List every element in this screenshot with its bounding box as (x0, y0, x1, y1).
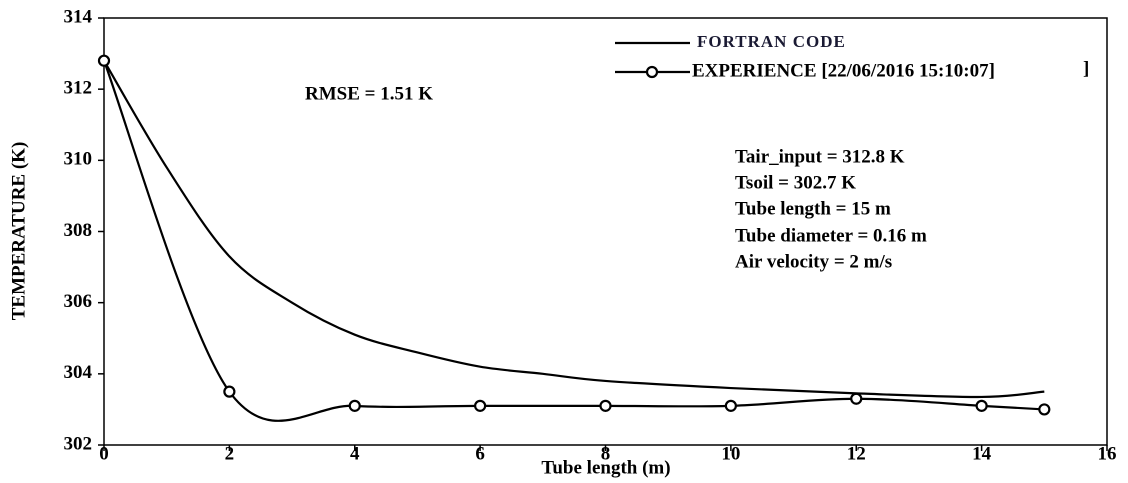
series-line (102, 60, 1045, 422)
y-tick-label: 314 (64, 6, 93, 27)
annotation: ] (1083, 58, 1089, 79)
data-point (975, 399, 988, 412)
y-tick-label: 302 (64, 433, 93, 454)
legend-label: EXPERIENCE [22/06/2016 15:10:07] (692, 60, 995, 81)
y-tick-label: 306 (64, 291, 93, 312)
annotation: Tube diameter = 0.16 m (735, 225, 927, 246)
x-tick-label: 10 (721, 443, 740, 464)
x-tick-label: 16 (1098, 443, 1117, 464)
data-point (1038, 403, 1051, 416)
x-tick-label: 14 (972, 443, 992, 464)
data-point (599, 399, 612, 412)
x-axis-label: Tube length (m) (541, 457, 670, 478)
legend-label: FORTRAN CODE (697, 32, 846, 51)
annotation: Tube length = 15 m (735, 198, 891, 219)
y-tick-label: 312 (64, 78, 93, 99)
x-tick-label: 2 (225, 443, 235, 464)
x-tick-label: 0 (99, 443, 109, 464)
legend-marker (645, 65, 659, 79)
x-tick-label: 8 (601, 443, 611, 464)
x-tick-label: 6 (475, 443, 485, 464)
x-tick-label: 4 (350, 443, 360, 464)
y-tick-label: 308 (64, 220, 93, 241)
data-point (223, 385, 236, 398)
annotation: Tair_input = 312.8 K (735, 146, 905, 167)
annotation: Tsoil = 302.7 K (735, 172, 856, 193)
annotation: Air velocity = 2 m/s (735, 251, 892, 272)
data-point (348, 399, 361, 412)
annotation: RMSE = 1.51 K (305, 83, 433, 104)
y-axis-label: TEMPERATURE (K) (8, 142, 29, 321)
data-point (97, 54, 111, 67)
data-point (850, 392, 863, 405)
y-tick-label: 310 (64, 149, 93, 170)
data-point (724, 399, 737, 412)
y-tick-label: 304 (64, 362, 93, 383)
data-point (474, 399, 487, 412)
x-tick-label: 12 (847, 443, 866, 464)
